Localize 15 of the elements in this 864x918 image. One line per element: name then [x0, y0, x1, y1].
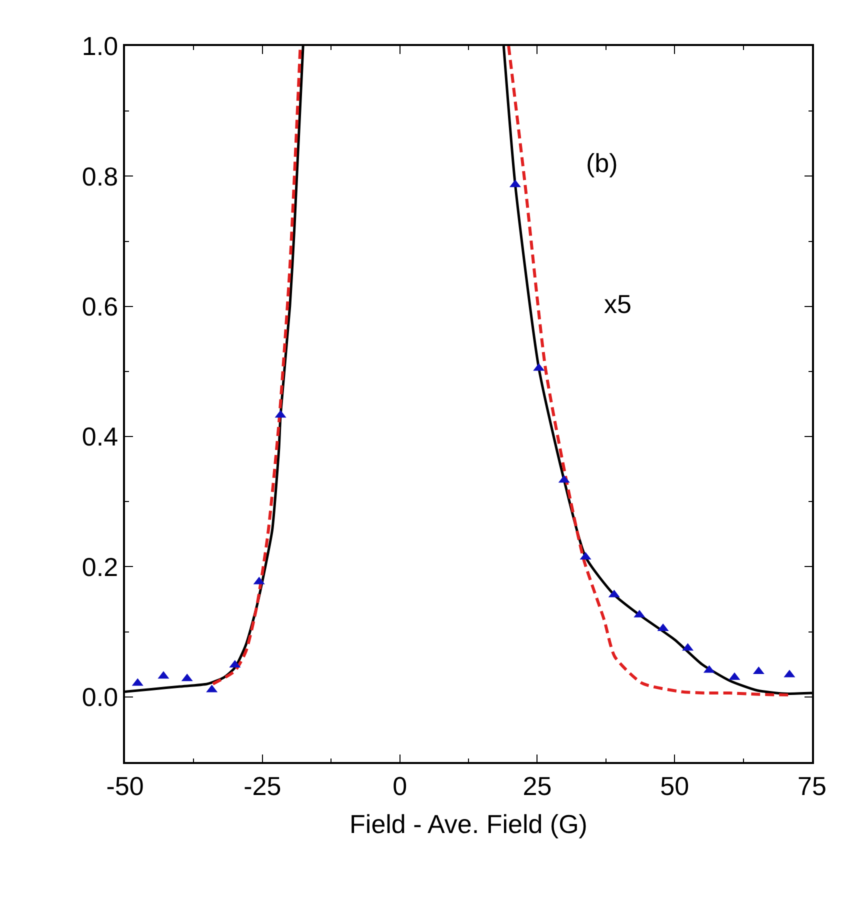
y-tick-label: 0.2 — [82, 552, 118, 582]
x-tick-label: 25 — [522, 770, 552, 801]
x-axis-title: Field - Ave. Field (G) — [350, 809, 588, 840]
x-tick-label: -50 — [106, 770, 144, 801]
y-tick-label: 0.0 — [82, 682, 118, 712]
y-tick-label: 0.6 — [82, 291, 118, 322]
annotation: (b) — [586, 148, 618, 178]
y-tick-label: 1.0 — [82, 31, 118, 62]
x-tick-label: 50 — [660, 770, 690, 801]
x-tick-label: 75 — [798, 770, 826, 801]
x-tick-label: -25 — [244, 770, 282, 801]
y-tick-label: 0.4 — [82, 422, 118, 452]
y-tick-label: 0.8 — [82, 161, 118, 192]
x-tick-label: 0 — [392, 770, 408, 801]
annotation: x5 — [604, 289, 632, 319]
